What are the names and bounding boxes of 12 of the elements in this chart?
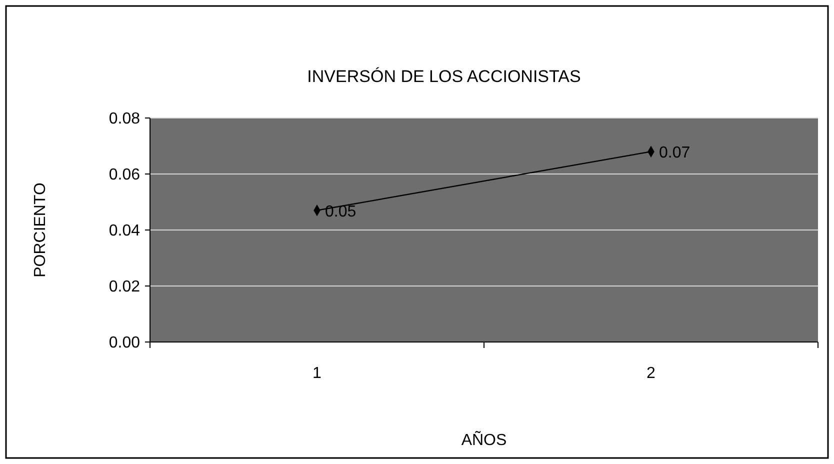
y-tick-label: 0.04 bbox=[108, 222, 140, 240]
y-tick-label: 0.06 bbox=[108, 166, 140, 184]
data-label: 0.07 bbox=[659, 144, 690, 162]
chart-title: INVERSÓN DE LOS ACCIONISTAS bbox=[307, 67, 581, 86]
data-label: 0.05 bbox=[325, 203, 356, 220]
x-axis-title: AÑOS bbox=[461, 430, 507, 449]
y-tick-label: 0.02 bbox=[108, 278, 140, 296]
y-tick-label: 0.08 bbox=[108, 110, 140, 128]
y-tick-label: 0.00 bbox=[108, 334, 140, 352]
x-tick-label: 2 bbox=[646, 365, 656, 382]
y-axis-title: PORCIENTO bbox=[32, 182, 49, 278]
x-tick-label: 1 bbox=[312, 365, 322, 382]
